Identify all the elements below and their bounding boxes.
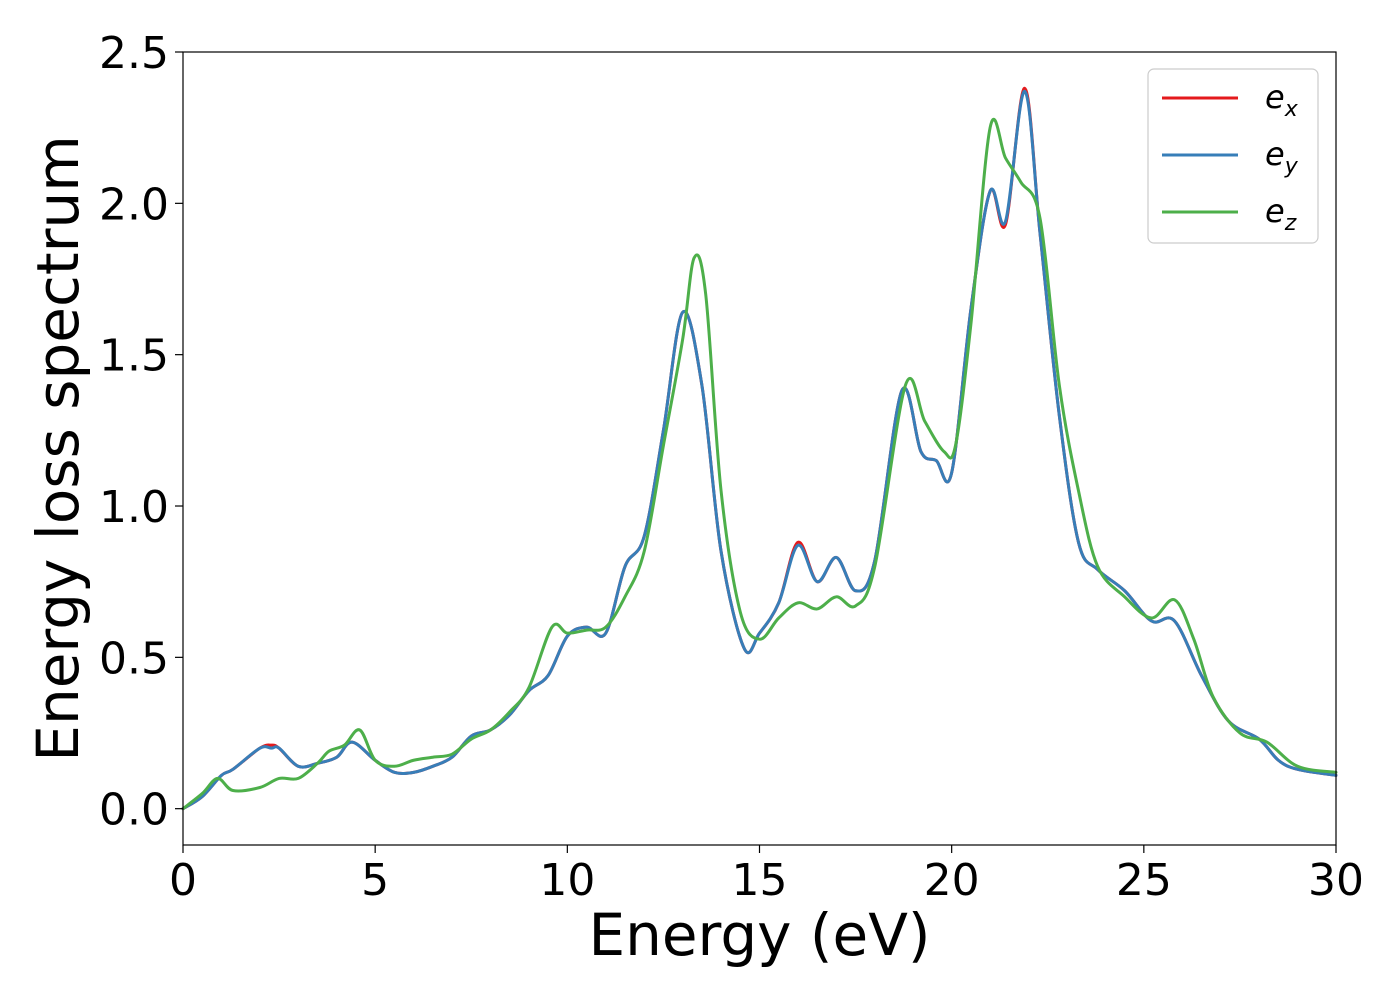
y-axis: 0.0 0.5 1.0 1.5 2.0 2.5: [99, 28, 183, 836]
x-tick-label: 10: [539, 855, 595, 906]
legend-label-base: e: [1265, 192, 1285, 230]
y-tick-label: 2.0: [99, 179, 169, 230]
y-tick-label: 2.5: [99, 28, 169, 79]
y-axis-title: Energy loss spectrum: [24, 135, 92, 761]
y-tick-label: 0.0: [99, 785, 169, 836]
x-tick-label: 0: [169, 855, 197, 906]
series-line-ey: [181, 89, 1338, 811]
series-layer: [181, 86, 1338, 811]
x-tick-label: 5: [361, 855, 389, 906]
plot-background: [183, 52, 1336, 845]
y-tick-label: 1.5: [99, 331, 169, 382]
x-axis-title: Energy (eV): [588, 901, 930, 969]
legend-label-base: e: [1265, 135, 1285, 173]
legend-label-ex: ex: [1265, 78, 1299, 122]
legend-label-base: e: [1265, 78, 1285, 116]
legend-label-ey: ey: [1265, 135, 1299, 179]
x-tick-label: 30: [1308, 855, 1364, 906]
y-tick-label: 0.5: [99, 633, 169, 684]
series-line-ez: [181, 117, 1338, 811]
x-tick-label: 20: [924, 855, 980, 906]
x-tick-label: 25: [1116, 855, 1172, 906]
legend-label-ez: ez: [1265, 192, 1297, 236]
y-tick-label: 1.0: [99, 482, 169, 533]
legend-label-subscript: y: [1284, 154, 1299, 179]
x-tick-label: 15: [732, 855, 788, 906]
legend-label-subscript: z: [1284, 211, 1297, 236]
legend-label-subscript: x: [1284, 97, 1299, 122]
x-axis: 0 5 10 15 20 25 30: [169, 845, 1364, 906]
